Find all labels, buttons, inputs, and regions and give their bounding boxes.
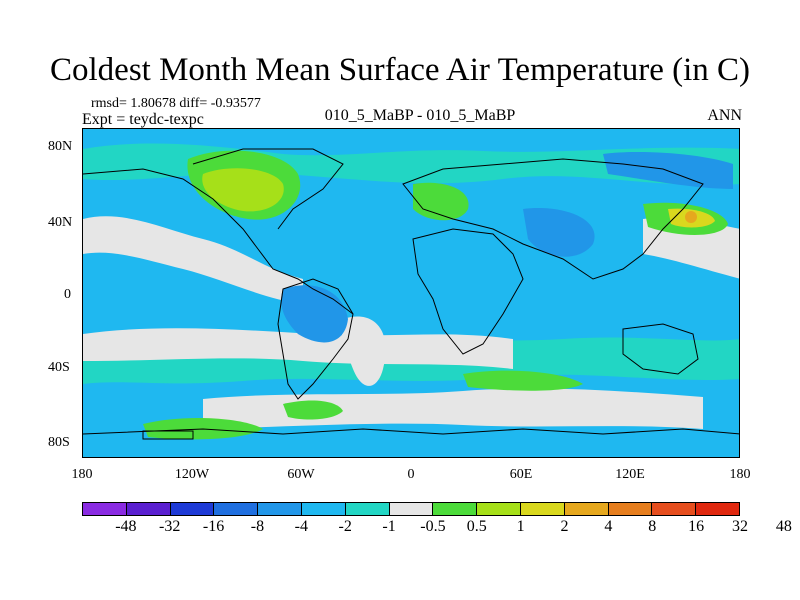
colorbar-label: 2 bbox=[560, 518, 569, 535]
colorbar-swatch bbox=[170, 503, 215, 515]
neutral-zone bbox=[341, 316, 386, 386]
colorbar-swatch bbox=[696, 503, 739, 515]
y-tick-label: 80S bbox=[48, 435, 70, 450]
x-tick-label: 60E bbox=[509, 467, 533, 482]
cold-anomaly bbox=[523, 208, 595, 257]
x-tick-label: 180 bbox=[729, 467, 751, 482]
x-tick-label: 0 bbox=[407, 467, 415, 482]
y-tick-label: 0 bbox=[64, 287, 71, 302]
y-tick-label: 40S bbox=[48, 360, 70, 375]
colorbar-swatch bbox=[126, 503, 171, 515]
cold-anomaly bbox=[281, 285, 348, 343]
colorbar-label: 16 bbox=[688, 518, 705, 535]
period-label: ANN bbox=[707, 107, 742, 124]
colorbar-label: -32 bbox=[159, 518, 181, 535]
stats-label: rmsd= 1.80678 diff= -0.93577 bbox=[91, 96, 261, 111]
colorbar-swatch bbox=[389, 503, 434, 515]
warm-anomaly bbox=[463, 370, 583, 391]
colorbar-swatch bbox=[608, 503, 653, 515]
colorbar bbox=[82, 502, 740, 516]
chart-title: Coldest Month Mean Surface Air Temperatu… bbox=[50, 52, 750, 88]
colorbar-label: 4 bbox=[604, 518, 613, 535]
neutral-zone bbox=[643, 217, 739, 279]
colorbar-label: -0.5 bbox=[420, 518, 446, 535]
colorbar-swatch bbox=[433, 503, 478, 515]
colorbar-label: -8 bbox=[250, 518, 265, 535]
x-tick-label: 120E bbox=[615, 467, 645, 482]
warm-anomaly bbox=[283, 400, 343, 420]
colorbar-label: 0.5 bbox=[466, 518, 487, 535]
colorbar-label: -4 bbox=[294, 518, 308, 535]
x-tick-label: 180 bbox=[71, 467, 93, 482]
colorbar-swatch bbox=[564, 503, 609, 515]
neutral-zone bbox=[83, 216, 303, 304]
colorbar-swatch bbox=[301, 503, 346, 515]
colorbar-label: 48 bbox=[775, 518, 792, 535]
colorbar-swatch bbox=[345, 503, 390, 515]
colorbar-label: -1 bbox=[382, 518, 396, 535]
x-tick-label: 60W bbox=[287, 467, 315, 482]
map-svg bbox=[83, 129, 739, 457]
y-tick-label: 40N bbox=[48, 215, 73, 230]
warm-core bbox=[202, 168, 284, 212]
neutral-zone bbox=[83, 328, 513, 369]
colorbar-swatch bbox=[258, 503, 302, 515]
x-tick-label: 120W bbox=[174, 467, 210, 482]
colorbar-swatch bbox=[652, 503, 697, 515]
experiment-label: Expt = teydc-texpc bbox=[82, 111, 204, 128]
coastlines bbox=[83, 148, 739, 440]
colorbar-label: -48 bbox=[115, 518, 137, 535]
colorbar-label: 1 bbox=[516, 518, 525, 535]
colorbar-label: 32 bbox=[732, 518, 748, 535]
colorbar-label: 8 bbox=[648, 518, 657, 535]
colorbar-swatch bbox=[520, 503, 565, 515]
colorbar-swatch bbox=[477, 503, 521, 515]
neutral-zone bbox=[203, 388, 703, 429]
map-panel bbox=[82, 128, 740, 458]
colorbar-swatch bbox=[214, 503, 259, 515]
colorbar-label: -2 bbox=[338, 518, 352, 535]
comparison-label: 010_5_MaBP - 010_5_MaBP bbox=[324, 107, 516, 124]
colorbar-label: -16 bbox=[202, 518, 225, 535]
colorbar-swatch bbox=[83, 503, 127, 515]
y-tick-label: 80N bbox=[48, 139, 73, 154]
warm-anomaly bbox=[413, 182, 469, 221]
warm-peak bbox=[685, 211, 697, 223]
